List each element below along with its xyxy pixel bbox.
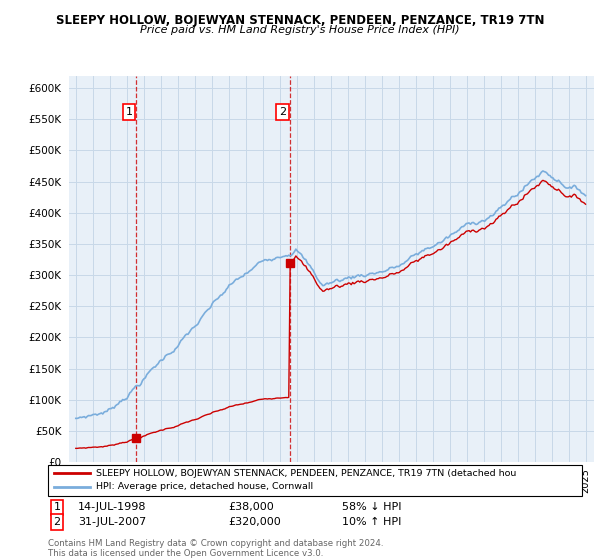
- Text: SLEEPY HOLLOW, BOJEWYAN STENNACK, PENDEEN, PENZANCE, TR19 7TN: SLEEPY HOLLOW, BOJEWYAN STENNACK, PENDEE…: [56, 14, 544, 27]
- Text: 31-JUL-2007: 31-JUL-2007: [78, 517, 146, 527]
- Text: 2: 2: [53, 517, 61, 527]
- Text: 14-JUL-1998: 14-JUL-1998: [78, 502, 146, 512]
- Text: 10% ↑ HPI: 10% ↑ HPI: [342, 517, 401, 527]
- Text: £38,000: £38,000: [228, 502, 274, 512]
- Text: Price paid vs. HM Land Registry's House Price Index (HPI): Price paid vs. HM Land Registry's House …: [140, 25, 460, 35]
- Text: Contains HM Land Registry data © Crown copyright and database right 2024.
This d: Contains HM Land Registry data © Crown c…: [48, 539, 383, 558]
- Text: 2: 2: [279, 107, 286, 117]
- Text: 1: 1: [53, 502, 61, 512]
- Text: HPI: Average price, detached house, Cornwall: HPI: Average price, detached house, Corn…: [96, 483, 313, 492]
- Text: 58% ↓ HPI: 58% ↓ HPI: [342, 502, 401, 512]
- Text: 1: 1: [125, 107, 133, 117]
- Text: SLEEPY HOLLOW, BOJEWYAN STENNACK, PENDEEN, PENZANCE, TR19 7TN (detached hou: SLEEPY HOLLOW, BOJEWYAN STENNACK, PENDEE…: [96, 469, 517, 478]
- Text: £320,000: £320,000: [228, 517, 281, 527]
